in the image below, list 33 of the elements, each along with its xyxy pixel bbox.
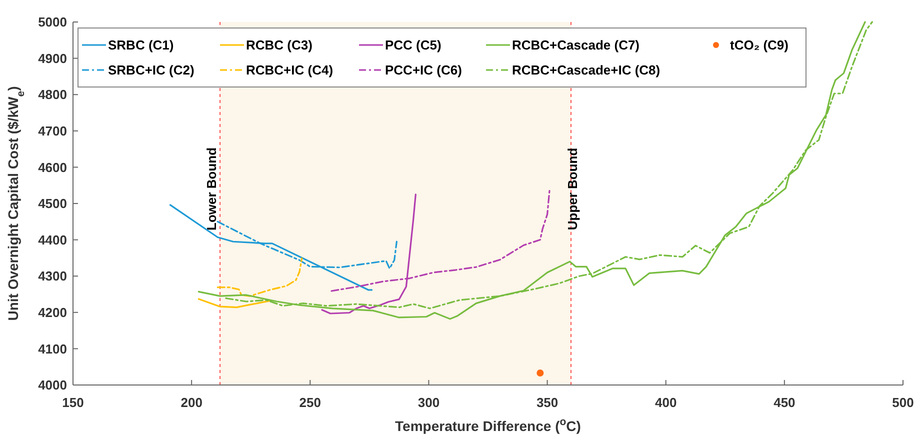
x-tick-label: 150 — [62, 395, 84, 410]
x-tick-label: 450 — [774, 395, 796, 410]
y-tick-label: 4200 — [38, 304, 67, 320]
x-tick-label: 300 — [418, 395, 440, 410]
legend-label: PCC+IC (C6) — [385, 62, 462, 78]
y-tick-label: 4900 — [38, 50, 67, 66]
y-tick-label: 4800 — [38, 87, 67, 102]
x-tick-label: 350 — [536, 395, 558, 410]
legend-label: tCO₂ (C9) — [730, 38, 788, 53]
y-tick-label: 5000 — [38, 14, 67, 30]
legend-label: RCBC (C3) — [246, 38, 312, 53]
legend-label: SRBC (C1) — [108, 38, 174, 53]
y-tick-label: 4700 — [38, 123, 67, 138]
y-tick-label: 4400 — [38, 232, 67, 248]
x-tick-label: 400 — [655, 395, 677, 410]
legend-label: RCBC+Cascade (C7) — [512, 38, 640, 53]
legend-label: SRBC+IC (C2) — [108, 62, 194, 78]
x-axis-title: Temperature Difference ($^{o}$C) — [395, 416, 581, 434]
line-series — [198, 298, 271, 308]
ref-line-label: Upper Bound — [565, 148, 580, 230]
y-tick-label: 4500 — [38, 196, 67, 212]
ref-line-label: Lower Bound — [204, 147, 220, 231]
x-tick-label: 500 — [892, 395, 914, 410]
legend-label: RCBC+Cascade+IC (C8) — [512, 62, 660, 78]
line-series — [216, 258, 303, 297]
legend-label: PCC (C5) — [385, 38, 442, 53]
y-tick-label: 4100 — [38, 341, 67, 356]
y-tick-label: 4600 — [38, 160, 67, 175]
legend-label: RCBC+IC (C4) — [246, 62, 334, 78]
y-tick-label: 4300 — [38, 268, 67, 284]
x-tick-label: 250 — [299, 395, 321, 410]
x-tick-label: 200 — [180, 395, 202, 410]
y-tick-label: 4000 — [38, 378, 67, 393]
